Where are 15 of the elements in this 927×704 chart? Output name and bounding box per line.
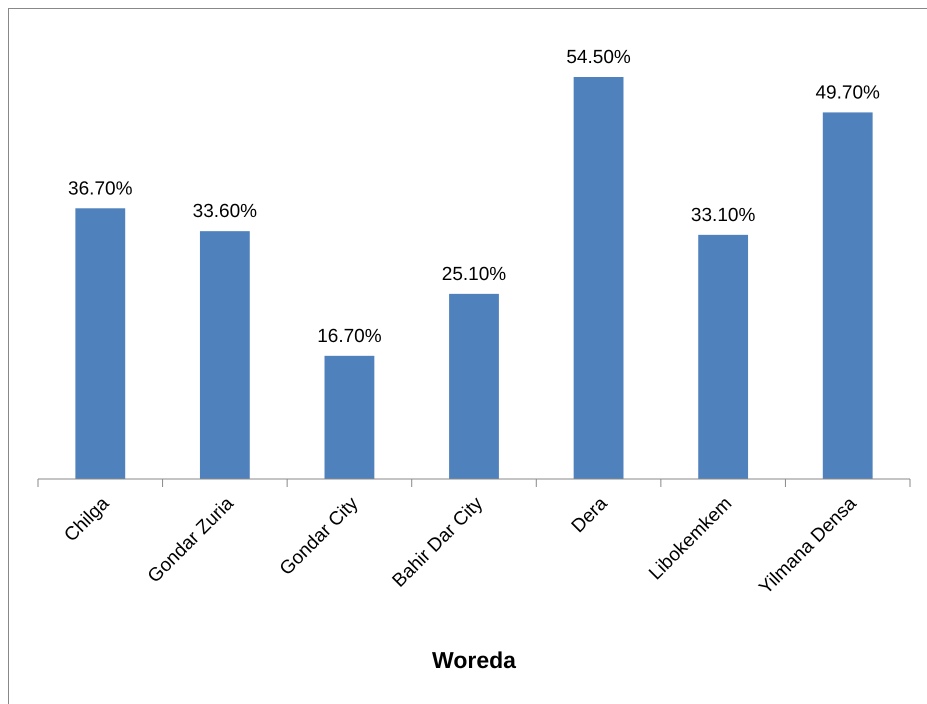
data-label: 16.70% xyxy=(317,326,382,347)
data-label: 25.10% xyxy=(442,264,506,285)
bar xyxy=(449,294,499,479)
data-label: 49.70% xyxy=(815,82,880,104)
bar xyxy=(200,231,250,479)
data-label: 33.60% xyxy=(192,201,258,222)
data-label: 33.10% xyxy=(690,204,756,226)
bar xyxy=(698,234,748,479)
bar xyxy=(75,208,126,479)
bar xyxy=(324,356,374,479)
bar xyxy=(574,77,624,479)
bar xyxy=(822,112,873,479)
data-label: 36.70% xyxy=(68,178,133,200)
x-axis-title: Woreda xyxy=(432,647,516,673)
data-label: 54.50% xyxy=(566,47,631,68)
